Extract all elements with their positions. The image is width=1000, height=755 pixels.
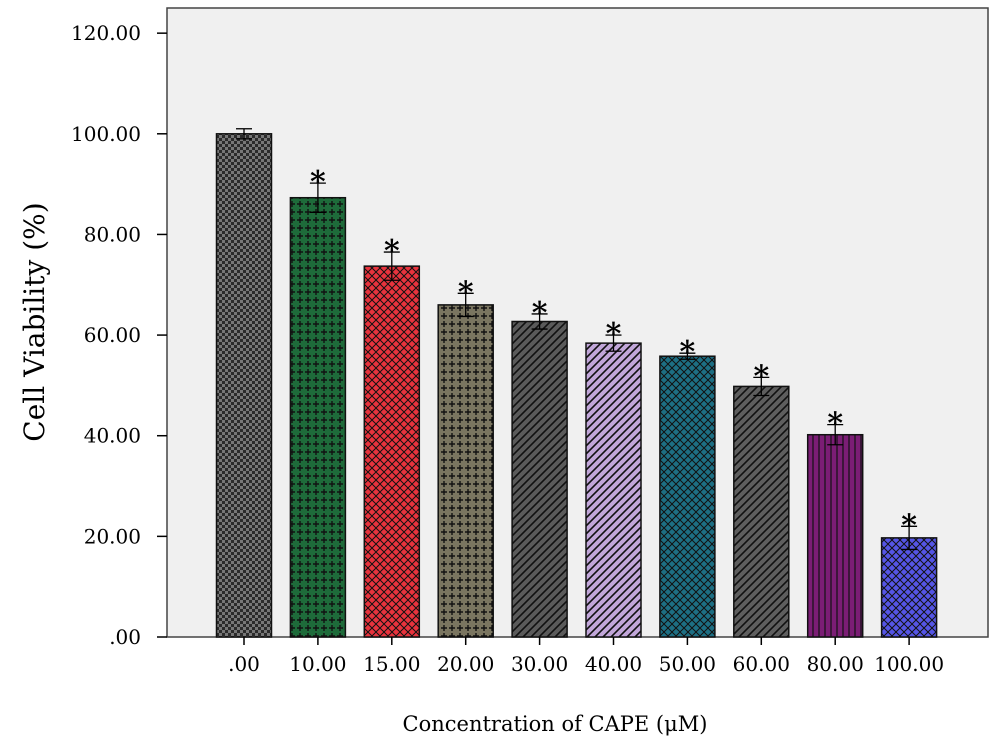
bar [733, 385, 790, 638]
bar [880, 537, 938, 638]
y-tick-label: 80.00 [84, 222, 141, 246]
x-tick-label: 15.00 [363, 652, 420, 676]
significance-star: * [680, 335, 696, 370]
bar [437, 304, 494, 638]
y-tick-label: 100.00 [71, 122, 141, 146]
significance-star: * [753, 359, 769, 394]
y-tick-label: .00 [109, 625, 141, 649]
x-tick-label: 40.00 [585, 652, 642, 676]
y-tick-label: 20.00 [84, 524, 141, 548]
x-axis: .00 10.00 15.00 20.00 30.00 40.00 50.00 60.00 80… [228, 637, 944, 676]
y-axis-title: Cell Viability (%) [18, 202, 51, 441]
significance-star: * [827, 407, 843, 442]
significance-star: * [384, 234, 400, 269]
bar [659, 355, 716, 638]
x-tick-label: .00 [228, 652, 260, 676]
x-tick-label: 30.00 [511, 652, 568, 676]
y-tick-label: 60.00 [84, 323, 141, 347]
bar [363, 265, 421, 638]
significance-star: * [606, 317, 622, 352]
x-tick-label: 20.00 [437, 652, 494, 676]
y-axis: .00 20.00 40.00 60.00 80.00 100.00 120.00 [71, 21, 167, 649]
x-axis-title: Concentration of CAPE (μM) [403, 712, 708, 736]
x-tick-label: 80.00 [807, 652, 864, 676]
y-tick-label: 40.00 [84, 424, 141, 448]
x-tick-label: 100.00 [874, 652, 944, 676]
y-tick-label: 120.00 [71, 21, 141, 45]
x-tick-label: 10.00 [289, 652, 346, 676]
significance-star: * [532, 296, 548, 331]
significance-star: * [901, 508, 917, 543]
bar [806, 433, 864, 638]
x-tick-label: 60.00 [733, 652, 790, 676]
bar [215, 133, 273, 638]
significance-star: * [458, 275, 474, 310]
significance-star: * [310, 165, 326, 200]
bar [585, 342, 642, 638]
bar [289, 196, 347, 638]
bar [511, 320, 568, 638]
x-tick-label: 50.00 [659, 652, 716, 676]
